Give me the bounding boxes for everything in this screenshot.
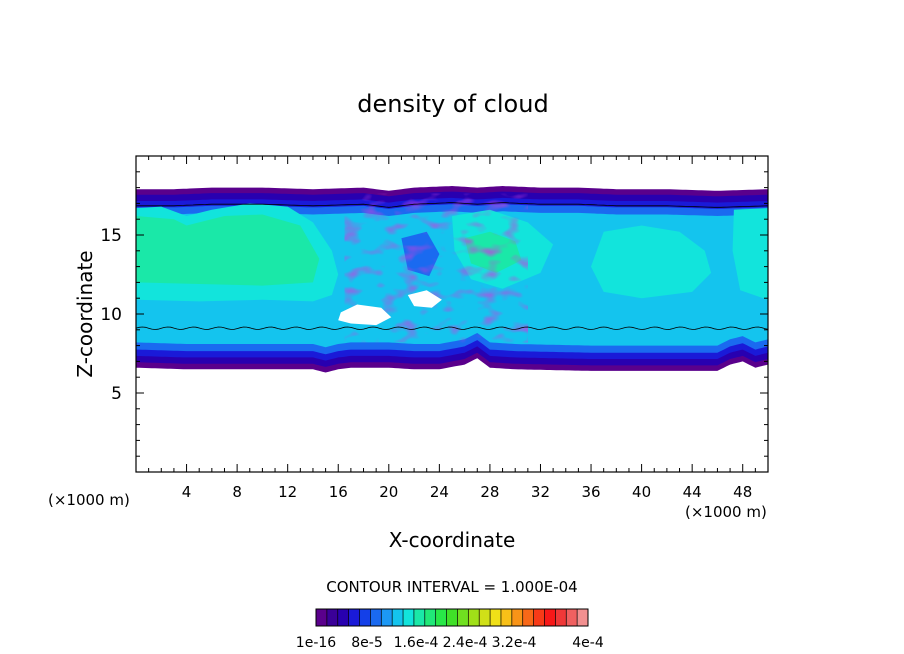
colorbar-swatch (413, 609, 426, 626)
cloud-core-left-inner (136, 214, 320, 286)
colorbar-tick-label: 1e-16 (296, 635, 336, 651)
colorbar-swatch (326, 609, 339, 626)
y-tick-label: 5 (111, 384, 122, 404)
colorbar-swatch (381, 609, 393, 626)
colorbar-tick-label: 1.6e-4 (394, 635, 439, 651)
x-tick-marks (148, 156, 756, 472)
chart-title: density of cloud (357, 90, 548, 118)
cloud-clear-hole-2 (407, 290, 442, 308)
colorbar-swatch (566, 609, 578, 626)
x-tick-label: 36 (581, 483, 600, 501)
contour-interval-annotation: CONTOUR INTERVAL = 1.000E-04 (326, 578, 577, 596)
contour-line-upper (136, 202, 768, 208)
cloud-core-right-edge (732, 208, 768, 300)
x-unit-label: (×1000 m) (685, 503, 767, 521)
x-tick-label: 48 (733, 483, 752, 501)
colorbar-swatch (370, 609, 382, 626)
colorbar-swatch (490, 609, 502, 626)
cloud-core-right (591, 225, 712, 299)
colorbar-tick-label: 8e-5 (351, 635, 382, 651)
colorbar-swatch (337, 609, 349, 626)
colorbar-tick-label: 4e-4 (572, 635, 604, 651)
colorbar-tick-label: 2.4e-4 (443, 635, 488, 651)
colorbar-labels: 1e-16 8e-5 1.6e-4 2.4e-4 3.2e-4 4e-4 (296, 635, 604, 651)
x-tick-label: 32 (531, 483, 550, 501)
colorbar-swatch (533, 609, 545, 626)
y-tick-label: 10 (100, 305, 122, 325)
x-tick-labels: 4 8 12 16 20 24 28 32 36 40 44 48 (182, 483, 752, 501)
plot-area (135, 155, 769, 473)
x-tick-label: 12 (278, 483, 297, 501)
colorbar-swatch (468, 609, 480, 626)
x-tick-label: 40 (632, 483, 651, 501)
colorbar-swatch (555, 609, 567, 626)
colorbar (315, 608, 589, 627)
x-tick-label: 44 (683, 483, 702, 501)
colorbar-swatch (500, 609, 513, 626)
x-tick-label: 28 (480, 483, 499, 501)
cloud-density-field (136, 186, 768, 373)
colorbar-swatch (403, 609, 415, 626)
colorbar-swatch (348, 609, 360, 626)
y-axis-label: Z-coordinate (73, 250, 97, 377)
x-tick-label: 4 (182, 483, 192, 501)
x-axis-label: X-coordinate (389, 528, 516, 552)
colorbar-swatch (359, 609, 371, 626)
colorbar-tick-label: 3.2e-4 (492, 635, 537, 651)
colorbar-swatch (435, 609, 447, 626)
x-tick-label: 16 (329, 483, 348, 501)
z-unit-label: (×1000 m) (48, 491, 130, 509)
colorbar-frame (315, 608, 589, 627)
colorbar-swatch (446, 609, 458, 626)
colorbar-swatch (577, 609, 589, 626)
x-tick-label: 24 (430, 483, 449, 501)
colorbar-swatch (457, 609, 469, 626)
colorbar-swatch (544, 609, 556, 626)
cloud-clear-hole (338, 304, 392, 326)
y-tick-labels: 5 10 15 (100, 226, 122, 404)
x-tick-label: 20 (379, 483, 398, 501)
colorbar-swatch (316, 609, 328, 626)
colorbar-swatch (392, 609, 404, 626)
contour-line-lower (136, 326, 768, 330)
x-tick-label: 8 (232, 483, 242, 501)
colorbar-swatch (522, 609, 534, 626)
colorbar-swatch (424, 609, 436, 626)
colorbar-swatch (511, 609, 524, 626)
y-tick-marks (136, 171, 768, 457)
y-tick-label: 15 (100, 226, 122, 246)
colorbar-swatch (479, 609, 491, 626)
